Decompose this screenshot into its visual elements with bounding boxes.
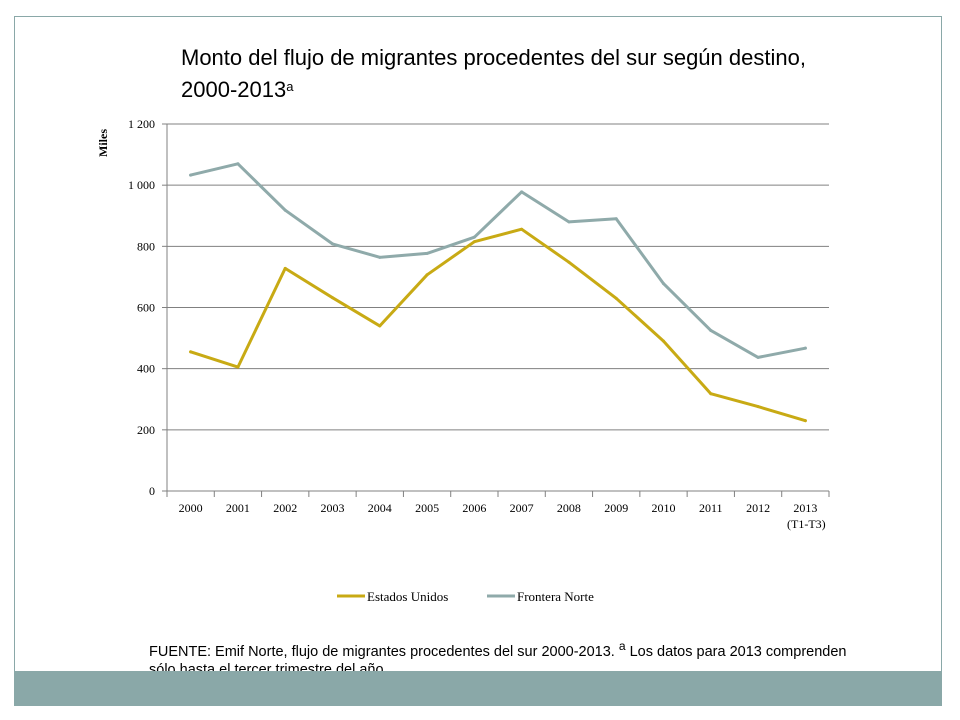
y-axis-ticks: 0 200 400 600 800 1 000 1 200	[128, 117, 167, 498]
legend-label: Estados Unidos	[367, 589, 448, 604]
data-point	[283, 266, 287, 270]
x-tick-label: 2003	[321, 501, 345, 515]
slide-frame	[14, 16, 942, 706]
x-tick-label: 2006	[462, 501, 486, 515]
x-tick-label: 2002	[273, 501, 297, 515]
data-point	[331, 242, 334, 246]
y-tick-label: 400	[137, 362, 155, 376]
legend: Estados Unidos Frontera Norte	[337, 589, 594, 604]
y-tick-label: 200	[137, 423, 155, 437]
x-tick-label: 2001	[226, 501, 250, 515]
x-tick-label: 2008	[557, 501, 581, 515]
y-tick-label: 1 200	[128, 117, 155, 131]
grid-lines	[167, 123, 829, 431]
data-point	[709, 392, 713, 396]
data-point	[803, 346, 807, 350]
data-point	[378, 255, 382, 259]
x-tick-label: 2005	[415, 501, 439, 515]
y-tick-label: 800	[137, 239, 155, 253]
data-point	[756, 355, 760, 359]
data-point	[236, 162, 240, 166]
data-point	[189, 173, 193, 177]
data-point	[803, 419, 807, 423]
x-tick-label: 2007	[510, 501, 534, 515]
series-lines	[189, 162, 807, 423]
chart-title: Monto del flujo de migrantes procedentes…	[181, 43, 821, 104]
y-tick-label: 0	[149, 484, 155, 498]
x-tick-label: 2013	[793, 501, 817, 515]
data-point	[236, 365, 240, 369]
data-point	[567, 220, 571, 224]
data-point	[520, 190, 524, 194]
y-tick-label: 600	[137, 301, 155, 315]
data-point	[662, 282, 665, 286]
data-point	[520, 227, 524, 231]
data-point	[567, 260, 571, 264]
data-point	[283, 208, 287, 212]
x-tick-label: 2011	[699, 501, 723, 515]
series-line-1	[189, 162, 807, 359]
legend-label: Frontera Norte	[517, 589, 594, 604]
data-point	[756, 405, 760, 409]
footnote-text-1: FUENTE: Emif Norte, flujo de migrantes p…	[149, 643, 619, 660]
bottom-band	[15, 671, 941, 705]
chart-title-superscript: a	[286, 79, 294, 94]
data-point	[614, 296, 618, 300]
footnote-superscript: a	[618, 639, 626, 653]
x-tick-label: 2012	[746, 501, 770, 515]
data-point	[189, 350, 193, 354]
series-line-0	[189, 227, 807, 423]
x-tick-label: 2010	[652, 501, 676, 515]
x-tick-label: 2004	[368, 501, 392, 515]
x-axis: 2000 2001 2002 2003 2004 2005 2006 2007 2008 2009…	[166, 124, 830, 531]
x-tick-label: 2009	[604, 501, 628, 515]
data-point	[425, 251, 429, 255]
data-point	[614, 217, 618, 221]
x-tick-sublabel: (T1-T3)	[787, 517, 826, 531]
y-tick-label: 1 000	[128, 178, 155, 192]
y-axis-label: Miles	[96, 129, 110, 157]
data-point	[331, 296, 334, 300]
data-point	[662, 339, 665, 343]
data-point	[378, 324, 382, 328]
data-point	[472, 235, 476, 239]
data-point	[472, 240, 476, 244]
chart-title-text: Monto del flujo de migrantes procedentes…	[181, 45, 806, 102]
data-point	[425, 273, 429, 277]
x-tick-label: 2000	[179, 501, 203, 515]
data-point	[709, 328, 713, 332]
